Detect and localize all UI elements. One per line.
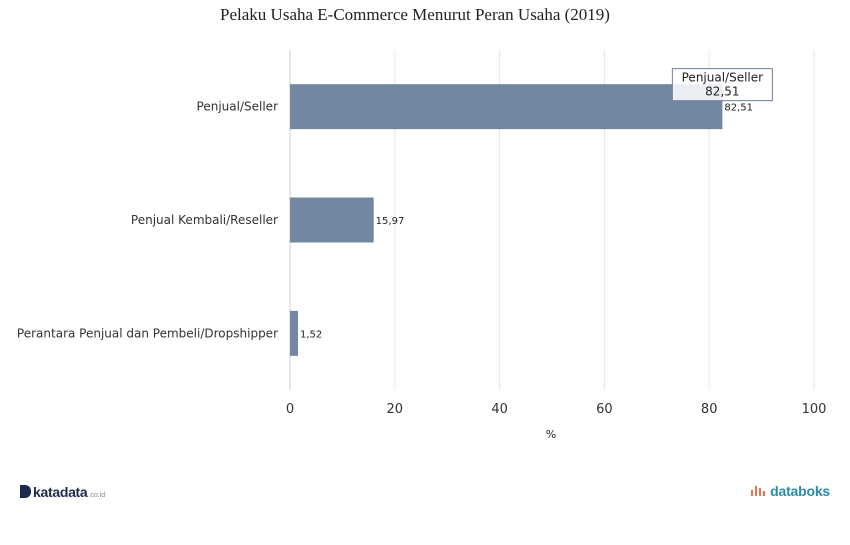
x-axis-label: % [546,428,556,441]
katadata-logo: katadata .co.id [20,484,105,500]
databoks-logo: databoks [751,483,830,499]
category-label: Perantara Penjual dan Pembeli/Dropshippe… [17,326,278,340]
bars [290,84,723,356]
tooltip-value: 82,51 [705,85,739,99]
tooltip-box [671,68,773,102]
data-label: 82,51 [724,103,753,114]
tooltip-category: Penjual/Seller [682,71,764,85]
x-tick-label: 20 [387,402,404,417]
x-tick-label: 80 [701,402,718,417]
x-tick-label: 0 [286,402,294,417]
category-label: Penjual/Seller [197,100,279,114]
data-label: 1,52 [300,329,322,340]
bar[interactable] [290,197,374,243]
katadata-logo-text: katadata [33,484,88,500]
x-tick-label: 60 [596,402,613,417]
data-label: 15,97 [376,216,405,227]
x-tick-label: 40 [491,402,508,417]
labels: 0 20 40 60 80 100 Penjual/Seller 82,51 Penjual K… [17,100,826,417]
chart-title: Pelaku Usaha E-Commerce Menurut Peran Us… [220,5,610,24]
category-label: Penjual Kembali/Reseller [131,213,278,227]
katadata-mark-icon [20,485,31,498]
bar[interactable] [290,84,723,130]
databoks-logo-text: databoks [770,483,830,499]
databoks-mark-icon [751,486,766,496]
x-tick-label: 100 [802,402,827,417]
katadata-logo-tld: .co.id [88,492,106,499]
bar[interactable] [290,310,298,356]
